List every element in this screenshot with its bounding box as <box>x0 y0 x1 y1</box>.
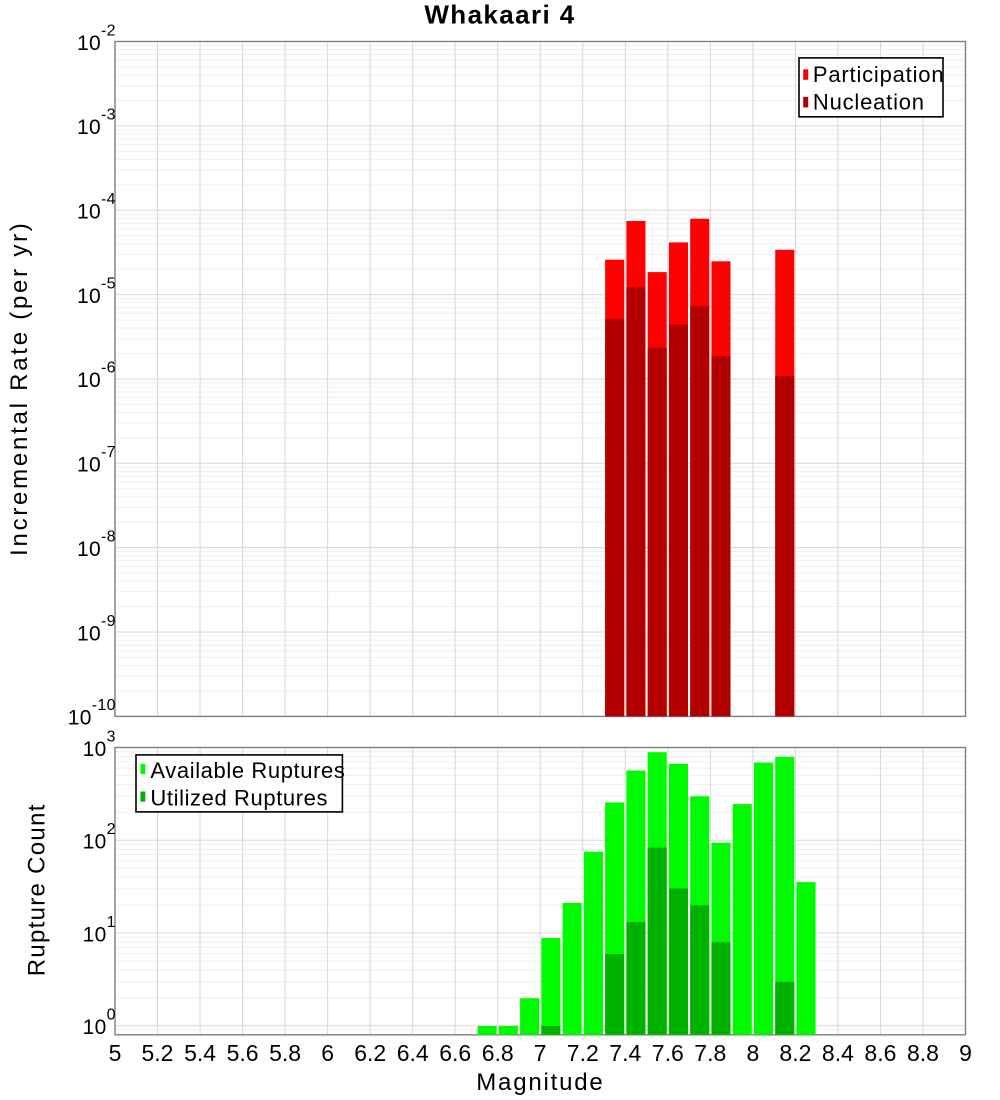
svg-text:103: 103 <box>83 728 116 761</box>
svg-text:5.4: 5.4 <box>184 1040 216 1066</box>
svg-text:102: 102 <box>83 821 116 854</box>
svg-text:7: 7 <box>534 1040 547 1066</box>
svg-text:6.8: 6.8 <box>482 1040 514 1066</box>
svg-text:6.4: 6.4 <box>397 1040 429 1066</box>
svg-text:5.2: 5.2 <box>142 1040 174 1066</box>
svg-text:6.6: 6.6 <box>439 1040 471 1066</box>
svg-text:Utilized Ruptures: Utilized Ruptures <box>150 786 328 811</box>
svg-text:7.8: 7.8 <box>694 1040 726 1066</box>
svg-text:8.2: 8.2 <box>779 1040 811 1066</box>
svg-text:7.6: 7.6 <box>652 1040 684 1066</box>
svg-text:8.4: 8.4 <box>822 1040 854 1066</box>
svg-text:Participation: Participation <box>813 62 944 87</box>
svg-text:Incremental Rate (per yr): Incremental Rate (per yr) <box>6 220 33 556</box>
svg-text:10-5: 10-5 <box>77 275 116 308</box>
svg-text:100: 100 <box>83 1007 116 1040</box>
svg-text:6: 6 <box>321 1040 334 1066</box>
svg-text:6.2: 6.2 <box>354 1040 386 1066</box>
svg-text:Magnitude: Magnitude <box>476 1069 604 1096</box>
svg-text:7.2: 7.2 <box>567 1040 599 1066</box>
svg-text:5.8: 5.8 <box>269 1040 301 1066</box>
svg-text:10-2: 10-2 <box>77 22 116 55</box>
svg-text:8: 8 <box>747 1040 760 1066</box>
svg-text:10-6: 10-6 <box>77 360 116 393</box>
svg-text:Available Ruptures: Available Ruptures <box>150 758 345 783</box>
svg-text:10-4: 10-4 <box>77 191 116 224</box>
svg-text:10-9: 10-9 <box>77 613 116 646</box>
svg-text:8.8: 8.8 <box>907 1040 939 1066</box>
svg-text:10-8: 10-8 <box>77 529 116 562</box>
svg-text:10-3: 10-3 <box>77 107 116 140</box>
svg-text:Whakaari 4: Whakaari 4 <box>424 0 575 30</box>
svg-text:8.6: 8.6 <box>864 1040 896 1066</box>
svg-text:5.6: 5.6 <box>227 1040 259 1066</box>
svg-text:101: 101 <box>83 914 116 947</box>
svg-text:10-10: 10-10 <box>68 697 116 730</box>
svg-text:7.4: 7.4 <box>609 1040 641 1066</box>
svg-text:9: 9 <box>959 1040 972 1066</box>
svg-text:Nucleation: Nucleation <box>813 90 925 115</box>
svg-text:10-7: 10-7 <box>77 444 116 477</box>
svg-text:5: 5 <box>109 1040 122 1066</box>
svg-text:Rupture Count: Rupture Count <box>24 803 51 976</box>
